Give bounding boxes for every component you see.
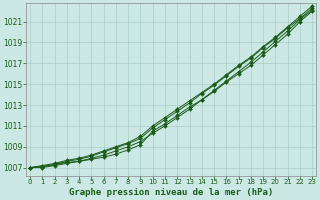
X-axis label: Graphe pression niveau de la mer (hPa): Graphe pression niveau de la mer (hPa)	[69, 188, 273, 197]
